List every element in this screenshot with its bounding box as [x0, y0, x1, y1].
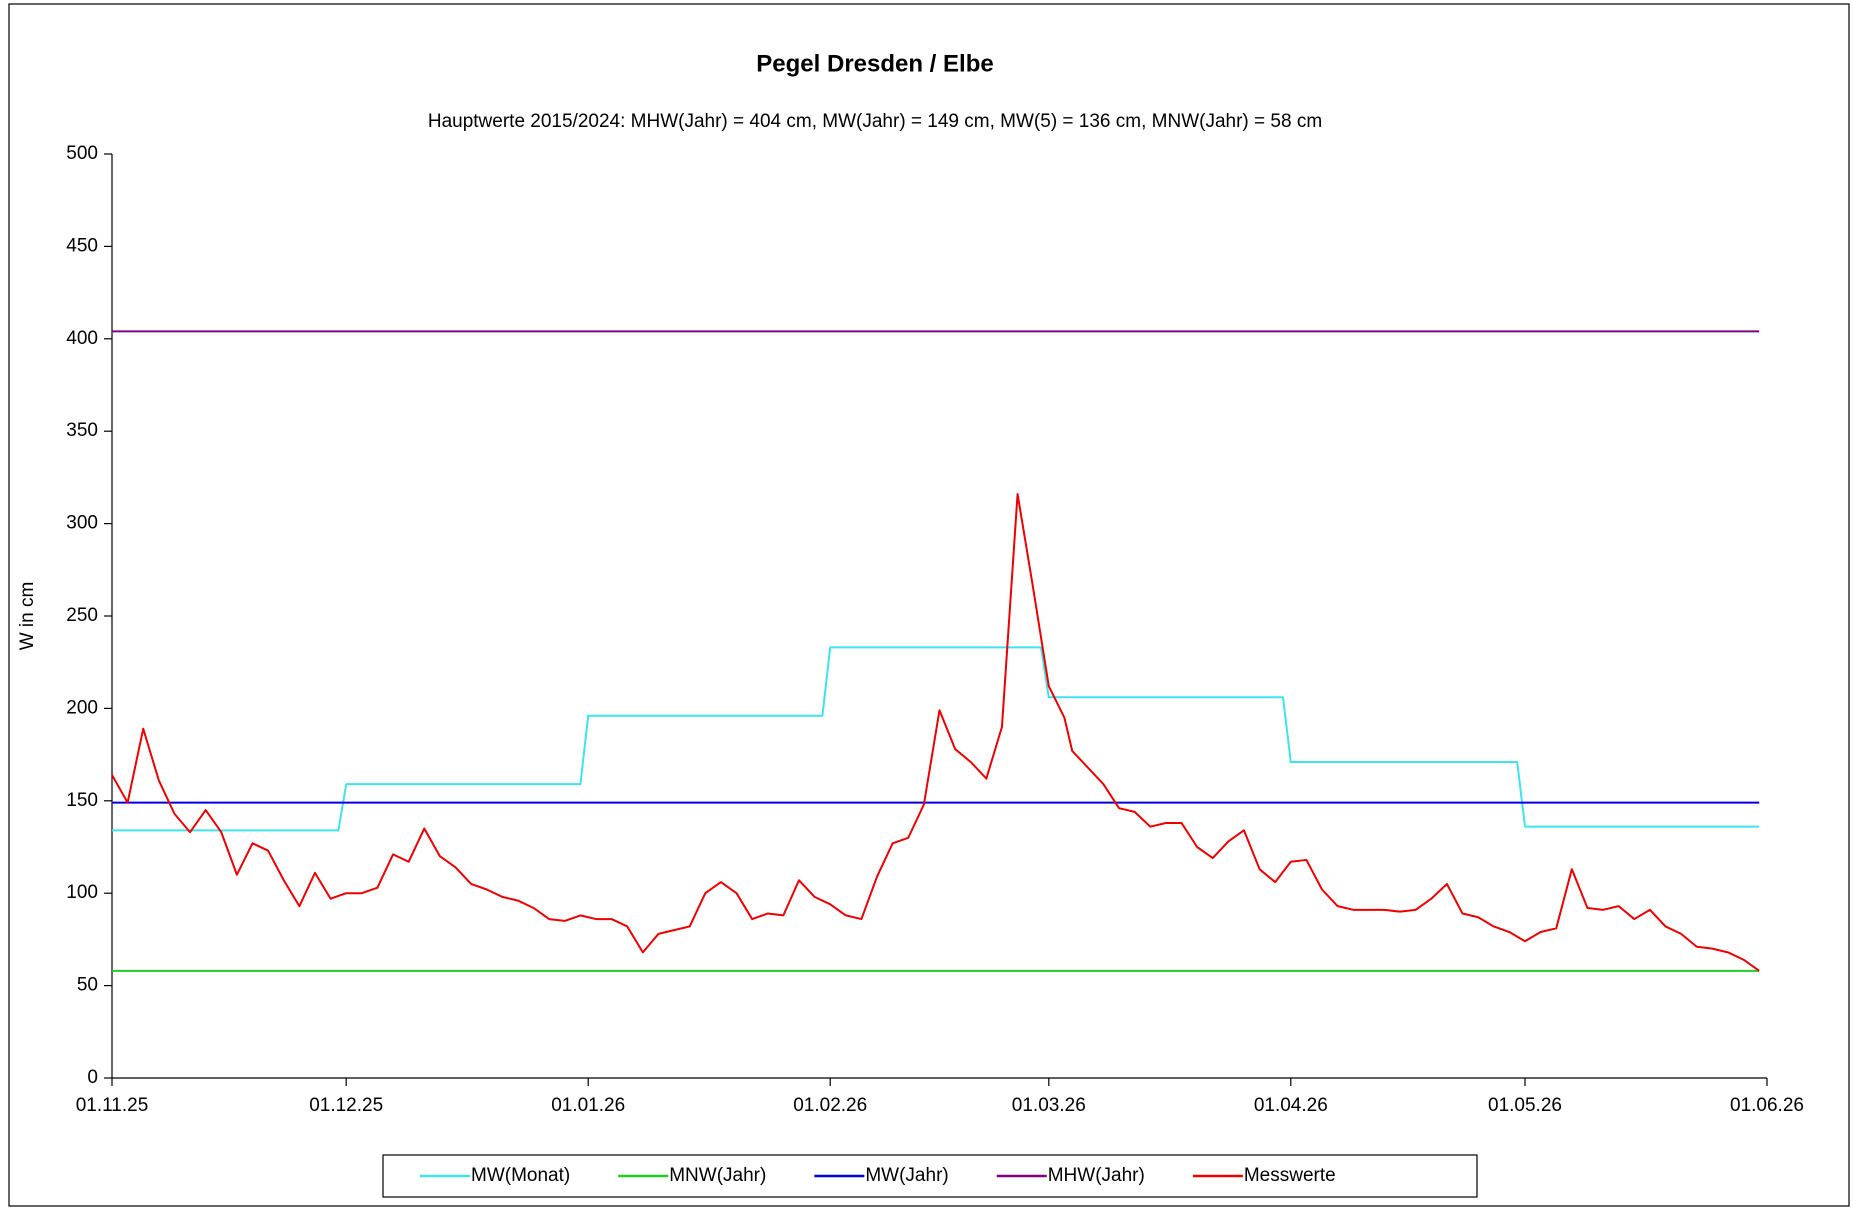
x-tick-label: 01.02.26 [793, 1095, 867, 1116]
y-tick-label: 200 [66, 697, 98, 718]
series-line [112, 646, 1760, 832]
y-tick-label: 50 [77, 975, 98, 996]
y-tick-label: 300 [66, 513, 98, 534]
y-tick-label: 500 [66, 143, 98, 164]
series-line [111, 493, 1760, 972]
legend-label: MHW(Jahr) [1048, 1165, 1145, 1186]
y-tick-label: 100 [66, 882, 98, 903]
legend-label: Messwerte [1244, 1165, 1336, 1186]
legend-label: MW(Monat) [471, 1165, 570, 1186]
y-tick-label: 150 [66, 790, 98, 811]
x-tick-label: 01.11.25 [76, 1095, 149, 1116]
y-axis-label: W in cm [17, 582, 38, 651]
y-tick-label: 250 [66, 605, 98, 626]
y-tick-label: 400 [66, 328, 98, 349]
y-tick-label: 450 [66, 235, 98, 256]
chart-subtitle: Hauptwerte 2015/2024: MHW(Jahr) = 404 cm… [428, 111, 1322, 132]
x-tick-label: 01.03.26 [1012, 1095, 1086, 1116]
x-tick-label: 01.04.26 [1254, 1095, 1328, 1116]
chart-frame [8, 3, 1850, 1207]
legend-box [382, 1154, 1478, 1198]
x-tick-label: 01.12.25 [309, 1095, 383, 1116]
legend-label: MW(Jahr) [865, 1165, 948, 1186]
chart-title: Pegel Dresden / Elbe [756, 50, 993, 77]
x-tick-label: 01.05.26 [1488, 1095, 1562, 1116]
y-tick-label: 0 [87, 1067, 98, 1088]
legend-label: MNW(Jahr) [669, 1165, 766, 1186]
x-tick-label: 01.01.26 [551, 1095, 625, 1116]
x-tick-label: 01.06.26 [1730, 1095, 1804, 1116]
y-tick-label: 350 [66, 420, 98, 441]
